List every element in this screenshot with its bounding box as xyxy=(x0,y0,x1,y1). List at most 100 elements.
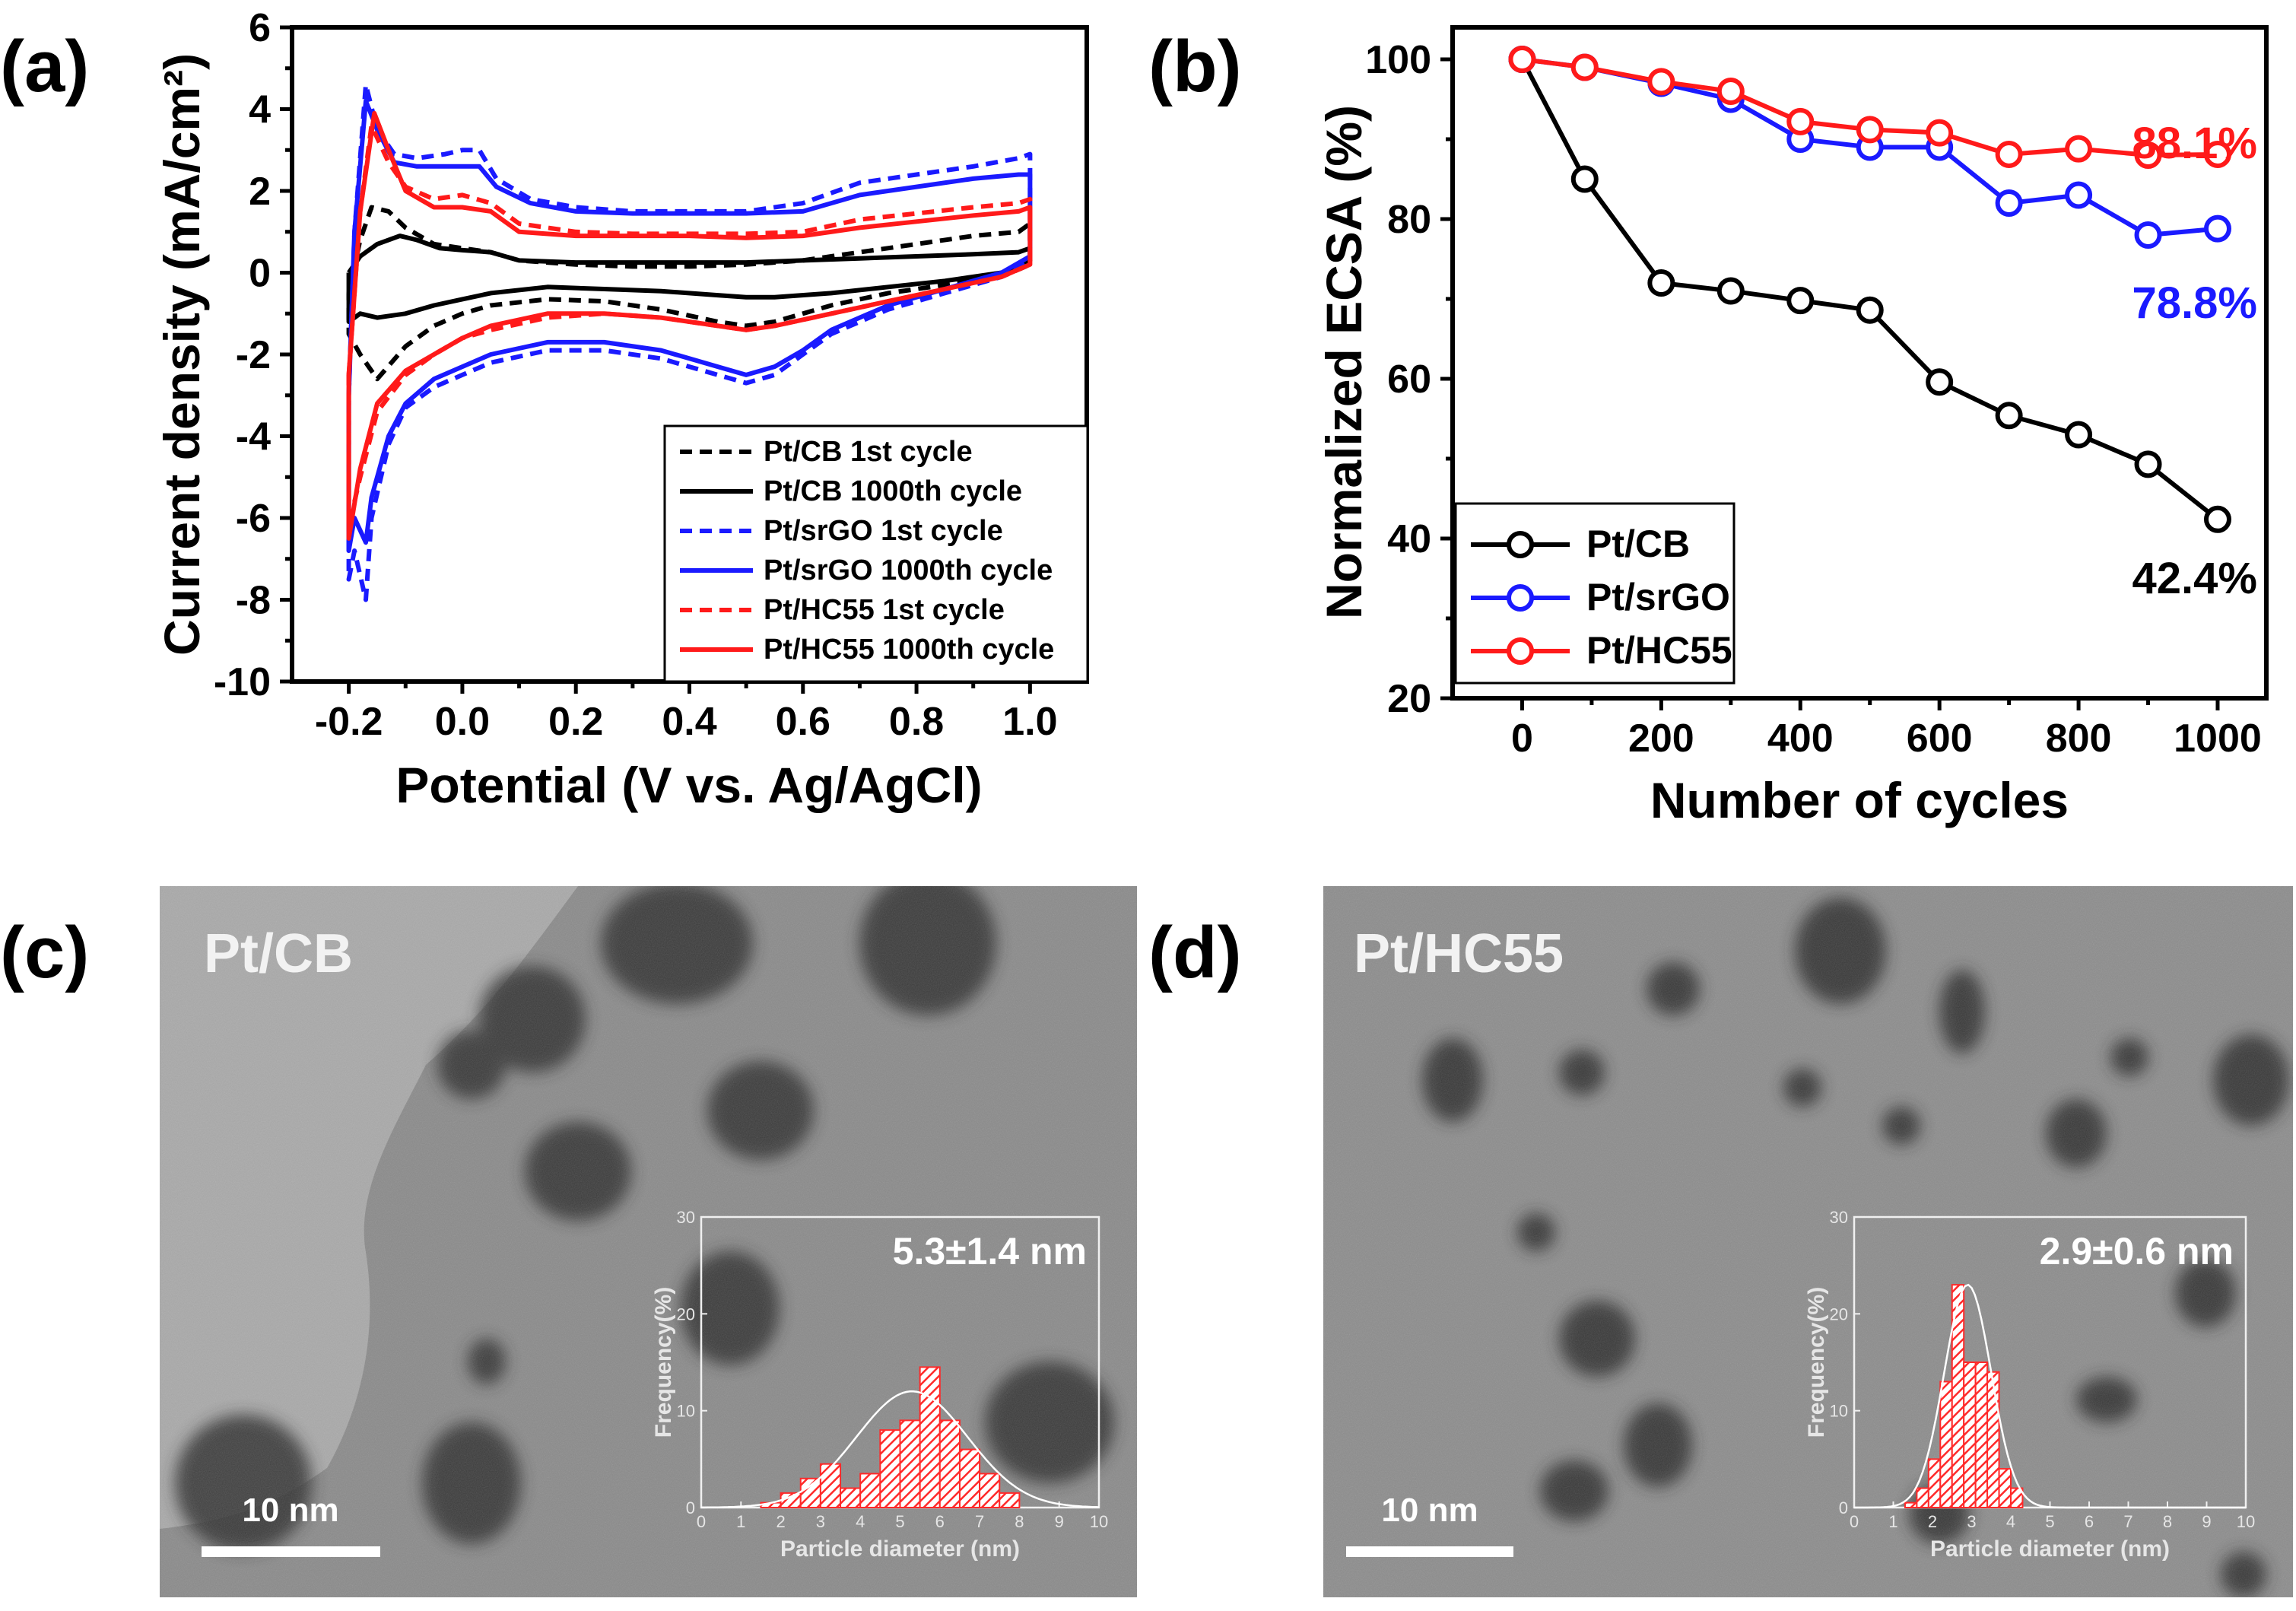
panel-a-label: (a) xyxy=(0,26,89,107)
inset-x-tick-label: 0 xyxy=(1850,1512,1859,1531)
panel-b-ylabel: Normalized ECSA (%) xyxy=(1316,105,1372,619)
histogram-bar xyxy=(1974,1362,1989,1508)
x-tick-label: 600 xyxy=(1907,717,1973,761)
x-tick-label: 200 xyxy=(1628,717,1694,761)
inset-x-tick-label: 1 xyxy=(1888,1512,1897,1531)
histogram-bar xyxy=(1998,1468,2012,1508)
cv-curve-pt-hc55-1000th-cycle xyxy=(346,110,1033,541)
legend-marker xyxy=(1507,637,1534,665)
histogram-bar xyxy=(1927,1458,1942,1509)
inset-x-tick-label: 3 xyxy=(816,1512,825,1531)
inset-y-tick-label: 0 xyxy=(1839,1498,1848,1517)
histogram-bar xyxy=(979,1473,1001,1509)
x-tick-label: 0.8 xyxy=(889,700,944,744)
inset-y-tick-label: 30 xyxy=(677,1208,695,1227)
ecsa-point-pt-cb xyxy=(1716,277,1745,305)
inset-x-tick-label: 8 xyxy=(1015,1512,1024,1531)
cv-curve-pt-srgo-1st-cycle xyxy=(346,82,1033,602)
histogram-bar xyxy=(1986,1371,2000,1508)
inset-x-tick-label: 10 xyxy=(1090,1512,1108,1531)
histogram-bar xyxy=(1904,1501,1918,1508)
inset-x-tick-label: 8 xyxy=(2163,1512,2172,1531)
inset-x-tick-label: 5 xyxy=(895,1512,904,1531)
histogram-bar xyxy=(958,1448,981,1508)
ecsa-point-pt-cb xyxy=(2203,505,2231,533)
y-tick-label: -8 xyxy=(236,579,271,623)
final-label-pt-hc55: 88.1% xyxy=(2132,119,2257,168)
ecsa-point-pt-srgo xyxy=(2203,214,2231,243)
histogram-bar xyxy=(1916,1487,1929,1508)
ecsa-point-pt-hc55 xyxy=(1926,119,1954,147)
scale-bar-label: 10 nm xyxy=(1381,1492,1478,1529)
panel-b-axes: 0 200 400 600 800 1000 20 40 60 80 100 xyxy=(1365,38,2262,761)
ecsa-point-pt-cb xyxy=(2065,421,2093,449)
inset-x-tick-label: 10 xyxy=(2237,1512,2255,1531)
ecsa-point-pt-srgo xyxy=(2134,221,2162,249)
y-tick-label: -10 xyxy=(214,660,271,704)
histogram-bar xyxy=(2010,1487,2024,1508)
panel-a-xlabel: Potential (V vs. Ag/AgCl) xyxy=(395,757,982,813)
inset-x-tick-label: 3 xyxy=(1967,1512,1976,1531)
x-tick-label: 0 xyxy=(1511,717,1533,761)
histogram-bar xyxy=(899,1419,921,1509)
inset-x-tick-label: 2 xyxy=(776,1512,785,1531)
cv-curve-pt-cb-1000th-cycle xyxy=(346,234,1033,324)
y-tick-label: -2 xyxy=(236,333,271,377)
legend-marker xyxy=(1507,584,1534,612)
x-tick-label: 1000 xyxy=(2174,717,2262,761)
inset-y-tick-label: 20 xyxy=(677,1304,695,1323)
inset-y-tick-label: 30 xyxy=(1830,1208,1848,1227)
inset-x-tick-label: 9 xyxy=(2202,1512,2211,1531)
y-tick-label: 0 xyxy=(249,252,271,296)
histogram-bar xyxy=(859,1473,881,1509)
inset-xlabel: Particle diameter (nm) xyxy=(780,1536,1020,1562)
legend-label: Pt/HC55 xyxy=(1586,629,1732,672)
y-tick-label: -6 xyxy=(236,497,271,541)
ecsa-point-pt-hc55 xyxy=(1995,140,2023,168)
inset-y-tick-label: 10 xyxy=(677,1402,695,1421)
ecsa-point-pt-hc55 xyxy=(1570,53,1599,81)
histogram-inset-d: 0 1 2 3 4 5 6 7 8 9 10 0 10 20 30 2.9±0.6 nm Particle di… xyxy=(1804,1208,2255,1562)
panel-a-curves xyxy=(346,82,1033,602)
histogram-inset-c: 0 1 2 3 4 5 6 7 8 9 10 0 10 20 30 5.3±1.4 nm Particle di… xyxy=(651,1208,1108,1562)
ecsa-point-pt-hc55 xyxy=(2065,135,2093,163)
ecsa-point-pt-cb xyxy=(1856,296,1884,324)
inset-mean-size: 2.9±0.6 nm xyxy=(2040,1230,2234,1273)
histogram-bar xyxy=(919,1366,941,1509)
legend-label: Pt/srGO xyxy=(1586,576,1730,618)
inset-x-tick-label: 4 xyxy=(2006,1512,2015,1531)
inset-x-tick-label: 6 xyxy=(935,1512,945,1531)
ecsa-point-pt-hc55 xyxy=(2203,140,2231,168)
panel-a-legend: Pt/CB 1st cycle Pt/CB 1000th cycle Pt/srGO… xyxy=(663,424,1089,683)
inset-y-tick-label: 20 xyxy=(1830,1304,1848,1323)
legend-box xyxy=(663,424,1089,683)
inset-x-tick-label: 2 xyxy=(1928,1512,1937,1531)
ecsa-point-pt-cb xyxy=(1926,368,1954,396)
ecsa-point-pt-hc55 xyxy=(1786,107,1815,135)
histogram-bar xyxy=(819,1463,842,1508)
inset-y-tick-label: 10 xyxy=(1830,1402,1848,1421)
inset-x-tick-label: 1 xyxy=(736,1512,745,1531)
y-tick-label: 80 xyxy=(1387,198,1431,242)
tem-image-pt-hc55 xyxy=(1323,886,2293,1597)
ecsa-point-pt-cb xyxy=(1786,287,1815,315)
inset-mean-size: 5.3±1.4 nm xyxy=(893,1230,1087,1273)
inset-ylabel: Frequency(%) xyxy=(1804,1287,1829,1438)
histogram-bar xyxy=(938,1419,961,1509)
ecsa-point-pt-srgo xyxy=(1995,189,2023,217)
legend-label: Pt/HC55 1000th cycle xyxy=(764,634,1054,666)
x-tick-label: 800 xyxy=(2046,717,2112,761)
gaussian-fit-curve xyxy=(701,1390,1100,1509)
panel-d-label: (d) xyxy=(1148,912,1242,993)
panel-b-frame xyxy=(1450,25,2269,701)
gaussian-fit-curve xyxy=(1854,1283,2246,1509)
inset-x-tick-label: 9 xyxy=(1055,1512,1064,1531)
panel-b-label: (b) xyxy=(1148,26,1242,107)
final-label-pt-cb: 42.4% xyxy=(2132,554,2257,603)
panel-b-xlabel: Number of cycles xyxy=(1650,772,2069,828)
y-tick-label: 40 xyxy=(1387,517,1431,561)
inset-x-tick-label: 4 xyxy=(856,1512,865,1531)
panel-d: (d) xyxy=(1148,886,2293,1597)
